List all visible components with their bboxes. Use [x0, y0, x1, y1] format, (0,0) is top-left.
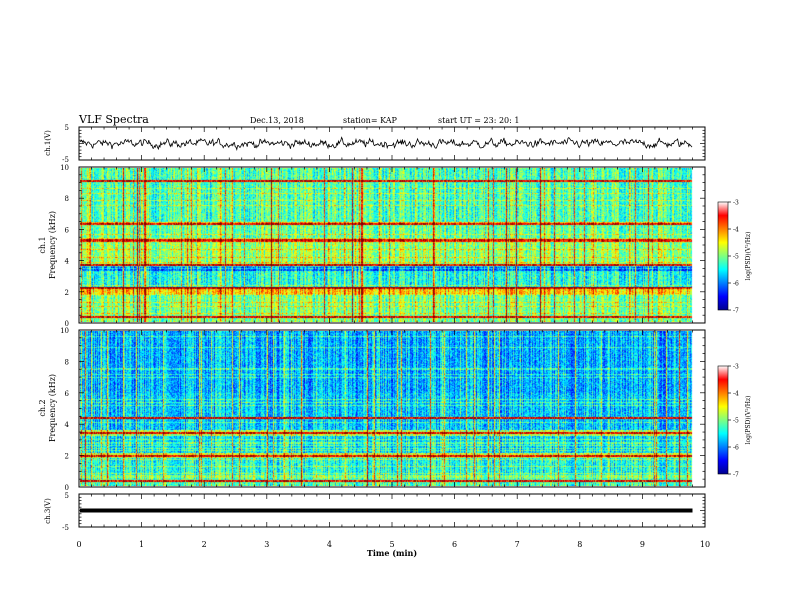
- ch1-waveform-frame: [78, 126, 706, 161]
- time-tick-label: 9: [640, 540, 645, 549]
- ch1-colorbar-ticks: -3 -4 -5 -6 -7: [728, 200, 739, 315]
- frequency-tick-label: 8: [65, 195, 69, 203]
- frequency-tick-label: 8: [65, 358, 69, 366]
- ch2-colorbar-scale: [717, 365, 729, 475]
- ch1-waveform-ticks: [78, 126, 706, 161]
- colorbar-tick-label: -7: [733, 308, 739, 315]
- ch2-spectrogram-ticks: [78, 329, 706, 488]
- frequency-tick-label: 0: [65, 320, 69, 328]
- ch2-spectrogram-ylabel-line2: Frequency (kHz): [48, 374, 57, 442]
- frequency-tick-label: 6: [65, 226, 70, 234]
- ch3-waveform-line: [80, 508, 693, 513]
- frequency-tick-label: 4: [65, 421, 70, 429]
- colorbar-tick-label: -5: [733, 418, 739, 425]
- time-axis-label: Time (min): [367, 548, 417, 558]
- ch2-colorbar-label: log(PSD)(V²/Hz): [745, 396, 752, 445]
- station-label: station= KAP: [343, 116, 398, 125]
- time-tick-label: 10: [700, 540, 710, 549]
- ch3-ytick-top: 5: [65, 492, 69, 500]
- ch1-spectrogram-ytick-labels: 0 2 4 6 8 10: [60, 164, 69, 328]
- colorbar-tick-label: -3: [733, 364, 739, 371]
- ch1-spectrogram-ylabel-line2: Frequency (kHz): [48, 211, 57, 279]
- ch1-ytick-bottom: -5: [62, 156, 69, 164]
- frequency-tick-label: 6: [65, 390, 70, 398]
- ch3-waveform-ylabel: ch.3(V): [44, 498, 52, 524]
- frequency-tick-label: 10: [60, 327, 69, 335]
- start-time-label: start UT = 23: 20: 1: [438, 116, 519, 125]
- colorbar-tick-label: -4: [733, 227, 739, 234]
- time-tick-label: 6: [452, 540, 457, 549]
- ch1-spectrogram-ticks: [78, 166, 706, 324]
- ch1-colorbar-scale: [717, 201, 729, 311]
- figure-title: VLF Spectra: [78, 113, 149, 126]
- ch2-spectrogram-ytick-labels: 0 2 4 6 8 10: [60, 327, 69, 492]
- frequency-tick-label: 10: [60, 164, 69, 172]
- ch2-spectrogram-panel: 0 2 4 6 8 10 ch.2 Frequency (kHz): [38, 327, 706, 492]
- ch1-ytick-top: 5: [65, 124, 69, 132]
- ch3-waveform-ticks: [78, 493, 706, 528]
- ch1-waveform-panel: 5 -5 ch.1(V): [44, 124, 706, 164]
- ch1-spectrogram-ylabel-line1: ch.1: [38, 236, 47, 253]
- colorbar-tick-label: -6: [733, 445, 739, 452]
- ch2-colorbar: -3 -4 -5 -6 -7 log(PSD)(V²/Hz): [717, 364, 752, 479]
- ch2-colorbar-ticks: -3 -4 -5 -6 -7: [728, 364, 739, 479]
- colorbar-tick-label: -4: [733, 391, 739, 398]
- colorbar-tick-label: -3: [733, 200, 739, 207]
- time-tick-label: 8: [577, 540, 582, 549]
- frequency-tick-label: 0: [65, 484, 69, 492]
- time-tick-label: 7: [515, 540, 520, 549]
- time-tick-label: 3: [264, 540, 269, 549]
- ch2-spectrogram-image: [80, 331, 704, 486]
- ch2-spectrogram-ylabel-line1: ch.2: [38, 399, 47, 416]
- ch3-ytick-bottom: -5: [62, 524, 69, 532]
- time-tick-label: 4: [327, 540, 332, 549]
- ch1-spectrogram-panel: 0 2 4 6 8 10 ch.1 Frequency (kHz): [38, 164, 706, 328]
- colorbar-tick-label: -6: [733, 281, 739, 288]
- time-tick-label: 0: [76, 540, 81, 549]
- ch1-colorbar-label: log(PSD)(V²/Hz): [745, 232, 752, 281]
- frequency-tick-label: 4: [65, 258, 70, 266]
- time-tick-label: 1: [139, 540, 144, 549]
- ch1-spectrogram-image: [80, 168, 704, 322]
- time-axis-tick-labels: 0 1 2 3 4 5 6 7 8 9 10: [76, 540, 710, 549]
- colorbar-tick-label: -5: [733, 254, 739, 261]
- ch1-waveform-line: [79, 136, 693, 152]
- frequency-tick-label: 2: [65, 289, 69, 297]
- date-label: Dec.13, 2018: [250, 116, 304, 125]
- frequency-tick-label: 2: [65, 453, 69, 461]
- ch1-colorbar: -3 -4 -5 -6 -7 log(PSD)(V²/Hz): [717, 200, 752, 315]
- ch1-waveform-ylabel: ch.1(V): [44, 130, 52, 156]
- colorbar-tick-label: -7: [733, 472, 739, 479]
- ch3-waveform-panel: 5 -5 ch.3(V): [44, 492, 706, 532]
- time-tick-label: 2: [202, 540, 207, 549]
- time-tick-label: 5: [389, 540, 394, 549]
